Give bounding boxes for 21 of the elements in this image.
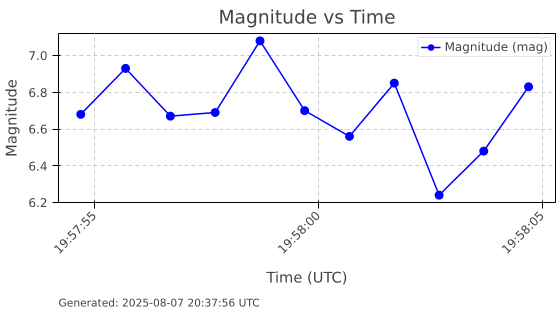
point: [344, 132, 354, 141]
chart-title: Magnitude vs Time: [218, 8, 396, 28]
point: [479, 146, 488, 156]
y-tick-label: 6.6: [28, 122, 48, 137]
y-tick-label: 6.8: [28, 86, 48, 100]
point: [76, 110, 86, 119]
y-axis-title: Magnitude: [3, 79, 20, 157]
legend-label: Magnitude (mag): [444, 40, 548, 54]
point: [434, 190, 444, 200]
point: [524, 82, 534, 92]
point: [256, 36, 265, 46]
point: [300, 106, 310, 116]
point: [390, 78, 399, 88]
y-tick-label: 7.0: [28, 49, 48, 64]
text: Generated: 2025-08-07 20:37:56 UTC: [58, 296, 260, 310]
point: [121, 64, 130, 73]
y-tick-label: 6.4: [28, 159, 48, 174]
point: [210, 108, 220, 117]
point: [166, 112, 175, 121]
x-axis-title: Time (UTC): [265, 270, 348, 287]
y-tick-label: 6.2: [28, 196, 48, 210]
